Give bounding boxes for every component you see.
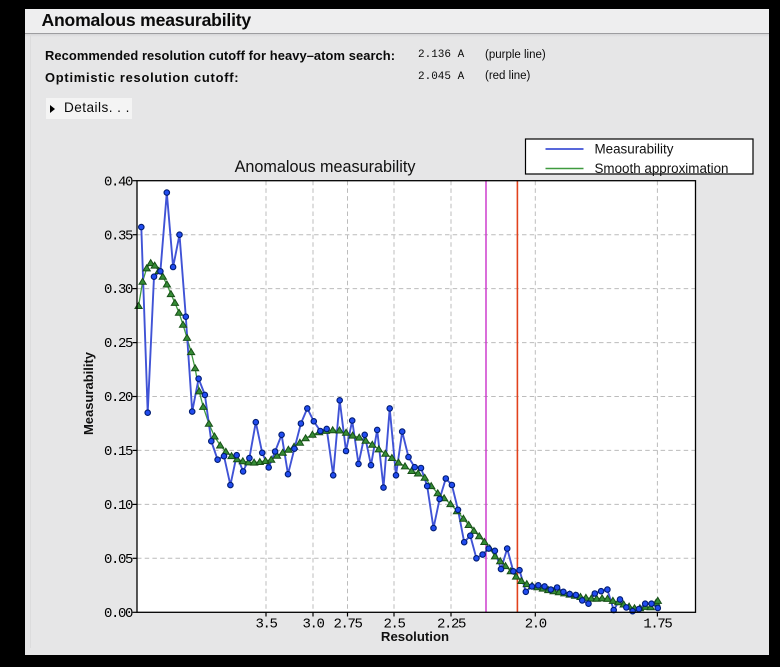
svg-text:0.40: 0.40 xyxy=(104,174,133,190)
svg-text:1.75: 1.75 xyxy=(643,616,672,632)
svg-text:Resolution: Resolution xyxy=(381,629,449,644)
svg-text:3.0: 3.0 xyxy=(302,616,324,632)
svg-text:0.15: 0.15 xyxy=(104,444,133,460)
svg-text:3.5: 3.5 xyxy=(255,616,277,632)
svg-text:0.05: 0.05 xyxy=(104,552,133,568)
svg-text:0.35: 0.35 xyxy=(104,228,133,244)
svg-text:Measurability: Measurability xyxy=(81,351,96,435)
svg-text:0.30: 0.30 xyxy=(104,282,133,298)
svg-text:2.5: 2.5 xyxy=(383,616,405,632)
svg-text:Anomalous measurability: Anomalous measurability xyxy=(235,158,417,176)
svg-text:Smooth approximation: Smooth approximation xyxy=(595,161,729,176)
svg-text:0.20: 0.20 xyxy=(104,390,133,406)
svg-text:0.00: 0.00 xyxy=(104,606,133,622)
svg-text:2.0: 2.0 xyxy=(525,616,547,632)
svg-text:2.75: 2.75 xyxy=(333,616,362,632)
svg-text:0.25: 0.25 xyxy=(104,336,133,352)
svg-text:Measurability: Measurability xyxy=(595,142,674,157)
svg-text:2.25: 2.25 xyxy=(437,616,466,632)
svg-text:0.10: 0.10 xyxy=(104,498,133,514)
